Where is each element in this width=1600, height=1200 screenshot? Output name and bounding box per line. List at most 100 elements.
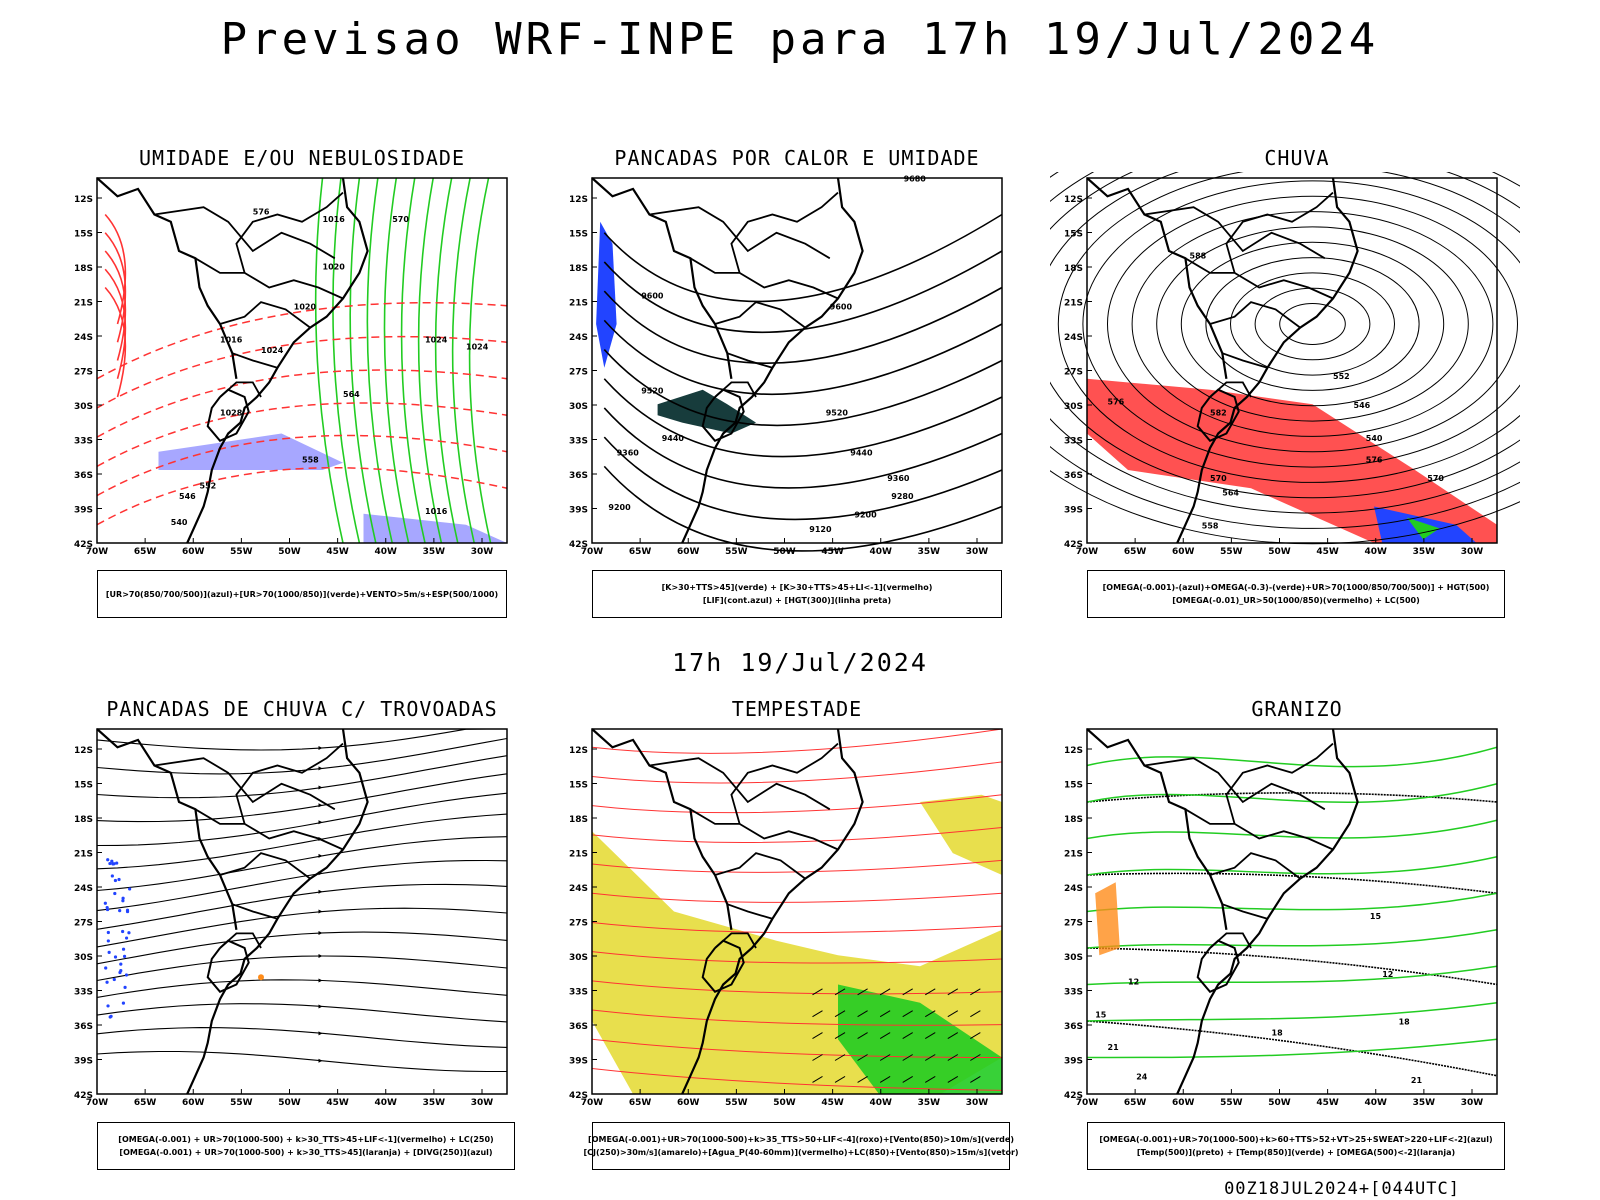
- contour-label: 9200: [608, 503, 631, 512]
- divergence-dot: [122, 1001, 125, 1004]
- legend-chuva: [OMEGA(-0.001)-(azul)+OMEGA(-0.3)-(verde…: [1087, 570, 1505, 618]
- lon-tick-label: 70W: [1076, 547, 1099, 557]
- lat-tick-label: 30S: [74, 953, 93, 963]
- divergence-dot: [117, 878, 120, 881]
- legend-line: [OMEGA(-0.01)_UR>50(1000/850)(vermelho) …: [1172, 594, 1420, 607]
- lat-tick-label: 21S: [1064, 299, 1083, 309]
- contour-label: 564: [343, 390, 360, 399]
- legend-line: [Temp(500)](preto) + [Temp(850)](verde) …: [1137, 1146, 1455, 1159]
- lon-tick-label: 45W: [821, 1098, 844, 1108]
- lat-tick-label: 24S: [74, 333, 93, 343]
- divergence-dot: [108, 862, 111, 865]
- divergence-dot: [125, 936, 128, 939]
- lat-tick-label: 33S: [569, 988, 588, 998]
- lon-tick-label: 35W: [423, 547, 446, 557]
- divergence-dot: [122, 948, 125, 951]
- contour-label: 1028: [220, 408, 243, 417]
- lat-tick-label: 18S: [74, 264, 93, 274]
- contour-label: 588: [1190, 251, 1207, 260]
- lon-tick-label: 60W: [1172, 1098, 1195, 1108]
- contour-label: 15: [1095, 1010, 1107, 1019]
- legend-umidade: [UR>70(850/700/500)](azul)+[UR>70(1000/8…: [97, 570, 507, 618]
- lon-tick-label: 30W: [1461, 1098, 1484, 1108]
- contour-label: 9360: [887, 474, 910, 483]
- lon-tick-label: 70W: [1076, 1098, 1099, 1108]
- contour-label: 12: [1382, 970, 1393, 979]
- divergence-dot: [111, 874, 114, 877]
- lat-tick-label: 30S: [1064, 402, 1083, 412]
- map-pancadas-calor: 9680960096009520952094409440936093609280…: [555, 172, 1025, 562]
- legend-line: [UR>70(850/700/500)](azul)+[UR>70(1000/8…: [106, 588, 498, 601]
- lat-tick-label: 24S: [74, 884, 93, 894]
- lat-tick-label: 27S: [1064, 919, 1083, 929]
- divergence-dot: [106, 1004, 109, 1007]
- lon-tick-label: 35W: [423, 1098, 446, 1108]
- lon-tick-label: 40W: [375, 1098, 398, 1108]
- panel-3-title: CHUVA: [1087, 146, 1507, 170]
- lat-tick-label: 21S: [1064, 850, 1083, 860]
- lon-tick-label: 60W: [182, 547, 205, 557]
- lon-tick-label: 65W: [134, 1098, 157, 1108]
- contour-label: 570: [1210, 474, 1227, 483]
- lat-tick-label: 15S: [74, 781, 93, 791]
- lon-tick-label: 60W: [677, 1098, 700, 1108]
- lat-tick-label: 12S: [569, 746, 588, 756]
- legend-line: [CJ(250)>30m/s](amarelo)+[Agua_P(40-60mm…: [583, 1146, 1018, 1159]
- lat-tick-label: 36S: [74, 471, 93, 481]
- contour-label: 9280: [891, 492, 914, 501]
- contour-label: 9120: [809, 525, 832, 534]
- lat-tick-label: 27S: [569, 368, 588, 378]
- contour-label: 576: [1366, 456, 1383, 465]
- lat-tick-label: 12S: [1064, 746, 1083, 756]
- contour-label: 15: [1370, 912, 1382, 921]
- lat-tick-label: 39S: [1064, 506, 1083, 516]
- lat-tick-label: 24S: [569, 333, 588, 343]
- lat-tick-label: 24S: [1064, 884, 1083, 894]
- divergence-dot: [121, 899, 124, 902]
- lat-tick-label: 18S: [569, 815, 588, 825]
- lon-tick-label: 55W: [230, 547, 253, 557]
- lon-tick-label: 50W: [278, 547, 301, 557]
- divergence-dot: [127, 931, 130, 934]
- lon-tick-label: 50W: [773, 1098, 796, 1108]
- divergence-dot: [115, 861, 118, 864]
- forecast-date-label: 17h 19/Jul/2024: [0, 648, 1600, 677]
- contour-label: 1024: [466, 343, 489, 352]
- legend-line: [OMEGA(-0.001)+UR>70(1000-500)+k>35_TTS>…: [588, 1133, 1014, 1146]
- lon-tick-label: 35W: [918, 547, 941, 557]
- contour-label: 24: [1136, 1072, 1148, 1081]
- contour-label: 9600: [641, 291, 664, 300]
- lon-tick-label: 40W: [870, 547, 893, 557]
- map-tempestade: 12S15S18S21S24S27S30S33S36S39S42S70W 65W 6…: [555, 723, 1025, 1113]
- panel-6-title: GRANIZO: [1087, 697, 1507, 721]
- contour-label: 546: [179, 492, 196, 501]
- contour-label: 18: [1399, 1018, 1411, 1027]
- lon-tick-label: 65W: [1124, 1098, 1147, 1108]
- divergence-dot: [108, 951, 111, 954]
- lon-tick-label: 65W: [629, 547, 652, 557]
- contour-label: 9600: [830, 302, 853, 311]
- lon-tick-label: 70W: [86, 1098, 109, 1108]
- panel-1-title: UMIDADE E/OU NEBULOSIDADE: [97, 146, 507, 170]
- map-trovoadas: 12S15S18S21S24S27S30S33S36S39S42S70W 65W 6…: [60, 723, 530, 1113]
- divergence-dot: [106, 858, 109, 861]
- contour-label: 9680: [904, 175, 927, 184]
- legend-granizo: [OMEGA(-0.001)+UR>70(1000-500)+k>60+TTS>…: [1087, 1122, 1505, 1170]
- divergence-dot: [105, 981, 108, 984]
- lat-tick-label: 39S: [74, 506, 93, 516]
- lat-tick-label: 30S: [569, 953, 588, 963]
- lon-tick-label: 55W: [725, 1098, 748, 1108]
- divergence-dot: [121, 930, 124, 933]
- lon-tick-label: 45W: [1316, 1098, 1339, 1108]
- contour-label: 558: [302, 456, 319, 465]
- contour-label: 1020: [294, 302, 317, 311]
- lon-tick-label: 45W: [821, 547, 844, 557]
- lat-tick-label: 21S: [74, 299, 93, 309]
- lat-tick-label: 21S: [74, 850, 93, 860]
- main-title: Previsao WRF-INPE para 17h 19/Jul/2024: [0, 14, 1600, 65]
- legend-line: [K>30+TTS>45](verde) + [K>30+TTS>45+LI<-…: [662, 581, 933, 594]
- divergence-dot: [106, 908, 109, 911]
- lat-tick-label: 21S: [569, 850, 588, 860]
- lon-tick-label: 60W: [182, 1098, 205, 1108]
- lat-tick-label: 21S: [569, 299, 588, 309]
